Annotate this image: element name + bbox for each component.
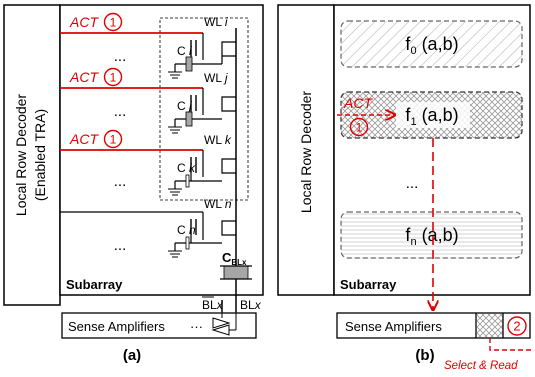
svg-text:1: 1 [110,16,117,30]
step-1-badge [103,129,123,149]
capacitor-n [185,236,190,250]
ellipsis: ... [114,173,127,190]
ground-icon [168,188,182,196]
ground-icon [168,126,182,134]
decoder-label: Local Row Decoder [298,91,314,214]
ground-icon [168,250,182,258]
sense-amplifiers-label: Sense Amplifiers [68,319,165,334]
ground-icon [168,71,182,79]
cell-row-j [60,87,236,134]
local-row-decoder-box [3,4,61,306]
cell-row-i [60,32,236,79]
selected-bits [477,314,503,337]
decoder-label: Local Row Decoder [13,94,29,217]
svg-text:ACT: ACT [69,131,99,147]
panel-b: Local Row Decoder f0 (a,b) f1 (a,b) ... … [277,4,532,372]
wl-j-label: WL j [204,71,228,85]
svg-text:1: 1 [110,71,117,85]
bl-bar-label: BLx [202,298,224,312]
svg-text:1: 1 [110,133,117,147]
step-2-badge [507,316,527,336]
act-label-k: ACT 1 [69,129,123,149]
subarray-label: Subarray [66,277,123,292]
wl-k-label: WL k [204,133,232,147]
act-label-i: ACT 1 [69,12,123,32]
wl-i-label: WL i [204,15,228,29]
row-f0 [340,20,523,68]
wl-n-label: WL n [204,197,232,211]
step-1-badge [103,67,123,87]
cap-j-label: C j [177,99,192,113]
bl-label: BLx [240,298,262,312]
svg-text:2: 2 [513,319,520,334]
ellipsis: ... [114,48,127,65]
local-row-decoder-box [277,4,335,296]
cap-k-label: C k [177,161,196,175]
cap-n-label: C n [177,223,196,237]
step-1-badge [103,12,123,32]
row-fn [340,211,523,259]
act-label-j: ACT 1 [69,67,123,87]
capacitor-i [185,56,193,72]
caption-b: (b) [415,347,434,364]
cbl-label: CBLx [222,250,247,267]
select-read-label: Select & Read [444,360,518,372]
panel-a: Local Row Decoder (Enabled TRA) [3,4,264,364]
cap-i-label: C i [177,44,192,58]
svg-text:1: 1 [356,121,363,135]
row-f0-label: f0 (a,b) [405,34,458,57]
capacitor-j [185,111,193,127]
capacitor-k [185,174,190,188]
act-label-b: ACT [343,95,373,111]
ellipsis: ... [114,103,127,120]
svg-text:ACT: ACT [69,69,99,85]
sense-dots: ··· [190,319,203,334]
cell-row-k [60,149,236,196]
subarray-label: Subarray [340,277,397,292]
caption-a: (a) [123,347,141,364]
row-f1-label: f1 (a,b) [405,105,458,128]
bitline-capacitor [223,265,249,280]
row-fn-label: fn (a,b) [405,225,458,248]
cell-row-n [60,211,236,258]
sense-amplifiers-label: Sense Amplifiers [345,319,442,334]
sense-amp-symbol [211,312,237,336]
ellipsis: ... [406,175,419,192]
svg-text:ACT: ACT [69,14,99,30]
step-1-badge [349,117,369,137]
ellipsis: ... [114,237,127,254]
decoder-sublabel: (Enabled TRA) [32,109,48,201]
read-arrow [489,338,532,351]
